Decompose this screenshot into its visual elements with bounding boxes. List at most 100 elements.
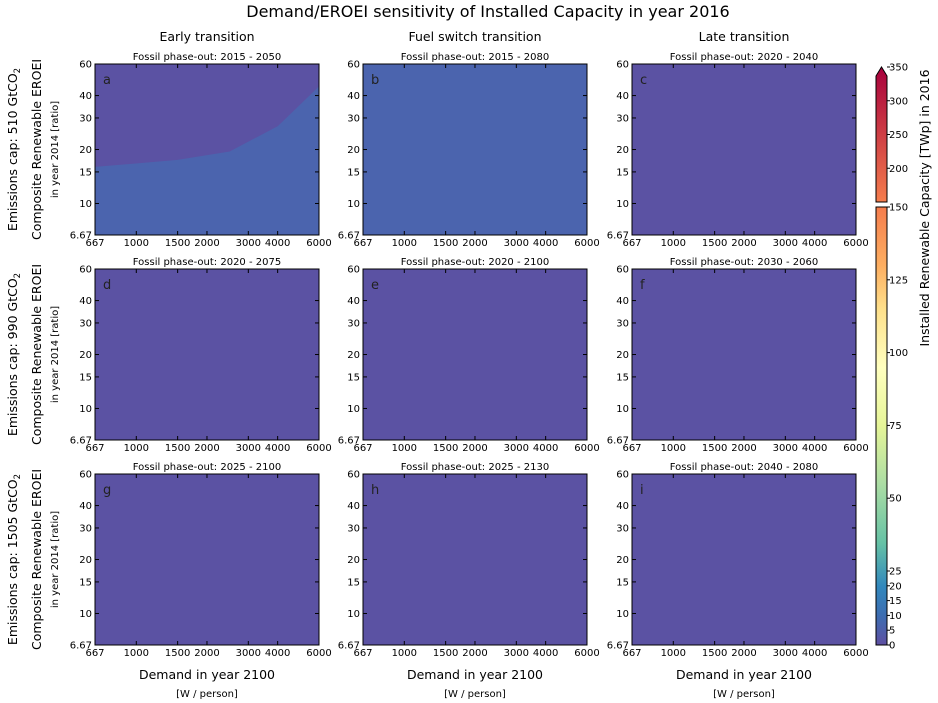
- x-tick-label: 2000: [731, 443, 756, 454]
- y-tick-label: 40: [347, 296, 360, 307]
- y-axis-label: Composite Renewable EROEI: [29, 264, 44, 445]
- colorbar-tick-label: 15: [889, 596, 902, 607]
- y-tick-label: 20: [79, 555, 92, 566]
- panel-g: 667 1000 1500 2000 3000 4000 6000 6.67 10 15 20 30 4…: [70, 462, 332, 659]
- x-tick-label: 1000: [124, 238, 149, 249]
- x-tick-label: 1500: [702, 648, 727, 659]
- colorbar-tick-label: 200: [889, 164, 908, 175]
- x-tick-label: 1000: [124, 443, 149, 454]
- x-tick-label: 1000: [392, 238, 417, 249]
- x-tick-label: 6000: [843, 443, 868, 454]
- row-label: Emissions cap: 1505 GtCO2: [5, 474, 23, 645]
- x-tick-label: 3000: [504, 443, 529, 454]
- y-tick-label: 20: [616, 555, 629, 566]
- x-tick-label: 4000: [802, 443, 827, 454]
- colorbar-upper: [875, 66, 888, 203]
- panel-letter: g: [103, 483, 111, 498]
- y-tick-label: 10: [79, 199, 92, 210]
- panel-subtitle: Fossil phase-out: 2015 - 2050: [133, 52, 281, 63]
- y-tick-label: 6.67: [607, 641, 629, 652]
- x-tick-label: 2000: [731, 648, 756, 659]
- y-tick-label: 10: [616, 199, 629, 210]
- colorbar-tick-label: 350: [889, 63, 908, 74]
- y-tick-label: 30: [616, 113, 629, 124]
- panel-letter: f: [640, 278, 645, 293]
- panel-letter: e: [371, 278, 379, 293]
- x-tick-label: 3000: [236, 443, 261, 454]
- x-tick-label: 1500: [702, 443, 727, 454]
- y-tick-label: 20: [347, 350, 360, 361]
- y-tick-label: 10: [616, 609, 629, 620]
- x-tick-label: 1500: [165, 238, 190, 249]
- y-tick-label: 40: [79, 296, 92, 307]
- panel-subtitle: Fossil phase-out: 2025 - 2100: [133, 462, 281, 473]
- y-tick-label: 60: [616, 265, 629, 276]
- y-tick-label: 15: [347, 372, 360, 383]
- y-tick-label: 6.67: [70, 231, 92, 242]
- x-tick-label: 1000: [661, 443, 686, 454]
- panel-fill: [95, 269, 319, 440]
- region-boundary: [95, 86, 319, 235]
- y-tick-label: 60: [79, 265, 92, 276]
- panel-subtitle: Fossil phase-out: 2020 - 2040: [670, 52, 818, 63]
- panel-letter: d: [103, 278, 111, 293]
- panel-d: 667 1000 1500 2000 3000 4000 6000 6.67 10 15 20 30 4…: [70, 257, 332, 454]
- figure-title: Demand/EROEI sensitivity of Installed Ca…: [246, 2, 729, 21]
- y-tick-label: 40: [79, 91, 92, 102]
- panel-fill: [363, 64, 587, 235]
- x-tick-label: 6000: [574, 648, 599, 659]
- colorbar-tick-label: 300: [889, 96, 908, 107]
- y-tick-label: 60: [347, 470, 360, 481]
- x-tick-label: 2000: [462, 648, 487, 659]
- y-tick-label: 30: [347, 318, 360, 329]
- colorbar-tick-label: 20: [889, 581, 902, 592]
- panel-fill: [363, 474, 587, 645]
- y-tick-label: 15: [616, 167, 629, 178]
- y-tick-label: 6.67: [338, 641, 360, 652]
- y-tick-label: 30: [347, 113, 360, 124]
- x-tick-label: 1500: [165, 443, 190, 454]
- x-tick-label: 4000: [802, 648, 827, 659]
- y-tick-label: 60: [79, 470, 92, 481]
- y-tick-label: 20: [347, 145, 360, 156]
- column-titles: Early transition Demand in year 2100 [W / …: [139, 29, 812, 700]
- x-tick-label: 4000: [265, 648, 290, 659]
- y-tick-label: 40: [347, 91, 360, 102]
- panel-b: 667 1000 1500 2000 3000 4000 6000 6.67 10 15 20 30 4…: [338, 52, 600, 249]
- colorbar-label: Installed Renewable Capacity [TWp] in 20…: [917, 69, 932, 346]
- x-tick-label: 3000: [504, 238, 529, 249]
- y-tick-label: 6.67: [70, 436, 92, 447]
- y-tick-label: 60: [347, 265, 360, 276]
- panel-letter: h: [371, 483, 379, 498]
- y-tick-label: 60: [616, 60, 629, 71]
- colorbar-tick-label: 0: [889, 641, 895, 652]
- colorbar-tick-label: 100: [889, 348, 908, 359]
- x-tick-label: 667: [85, 648, 104, 659]
- panel-subtitle: Fossil phase-out: 2020 - 2075: [133, 257, 281, 268]
- y-axis-sublabel: in year 2014 [ratio]: [50, 306, 61, 403]
- x-tick-label: 4000: [533, 648, 558, 659]
- colorbar-lower: [875, 206, 888, 646]
- x-tick-label: 2000: [194, 443, 219, 454]
- x-tick-label: 1500: [433, 648, 458, 659]
- x-tick-label: 2000: [462, 443, 487, 454]
- y-tick-label: 20: [616, 145, 629, 156]
- x-tick-label: 3000: [236, 238, 261, 249]
- x-tick-label: 4000: [533, 443, 558, 454]
- y-axis-sublabel: in year 2014 [ratio]: [50, 101, 61, 198]
- y-tick-label: 30: [347, 523, 360, 534]
- x-tick-label: 667: [353, 648, 372, 659]
- y-tick-label: 15: [616, 577, 629, 588]
- y-tick-label: 60: [616, 470, 629, 481]
- y-tick-label: 10: [347, 199, 360, 210]
- x-tick-label: 667: [622, 443, 641, 454]
- y-tick-label: 20: [347, 555, 360, 566]
- y-tick-label: 40: [79, 501, 92, 512]
- y-tick-label: 10: [616, 404, 629, 415]
- x-axis-sublabel: [W / person]: [713, 689, 775, 700]
- colorbar-tick-label: 5: [889, 626, 895, 637]
- colorbar-tick-label: 50: [889, 494, 902, 505]
- panel-f: 667 1000 1500 2000 3000 4000 6000 6.67 10 15 20 30 4…: [607, 257, 869, 454]
- x-tick-label: 1000: [392, 648, 417, 659]
- y-tick-label: 15: [347, 577, 360, 588]
